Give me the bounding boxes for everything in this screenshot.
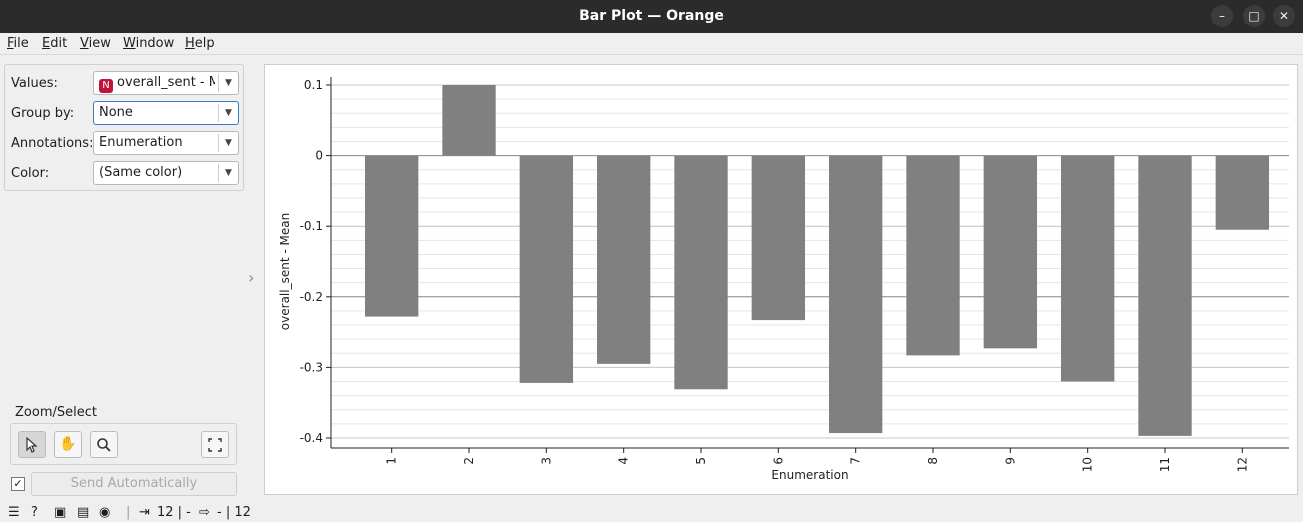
values-combo-value: overall_sent - Mean bbox=[117, 75, 215, 90]
x-tick-label: 12 bbox=[1235, 457, 1249, 472]
collapse-panel-chevron-icon[interactable]: › bbox=[248, 268, 255, 287]
hand-icon: ✋ bbox=[59, 436, 77, 452]
x-tick-label: 4 bbox=[617, 457, 631, 465]
input-icon: ⇥ bbox=[139, 505, 150, 520]
color-combo[interactable]: (Same color) ▼ bbox=[93, 161, 239, 185]
x-tick-label: 5 bbox=[694, 457, 708, 465]
menu-bar: File Edit View Window Help bbox=[0, 33, 1303, 55]
menu-view[interactable]: View bbox=[80, 36, 111, 51]
output-count: - | 12 bbox=[217, 505, 251, 520]
chevron-down-icon: ▼ bbox=[218, 104, 238, 122]
chevron-down-icon: ▼ bbox=[218, 164, 238, 182]
annotations-combo-value: Enumeration bbox=[99, 135, 183, 150]
color-combo-value: (Same color) bbox=[99, 165, 183, 180]
x-tick-label: 9 bbox=[1003, 457, 1017, 465]
chevron-down-icon: ▼ bbox=[218, 134, 238, 152]
annotations-combo[interactable]: Enumeration ▼ bbox=[93, 131, 239, 155]
bar[interactable] bbox=[1215, 155, 1270, 230]
pan-tool-button[interactable]: ✋ bbox=[54, 431, 82, 458]
annotations-label: Annotations: bbox=[11, 136, 94, 151]
send-automatically-button[interactable]: Send Automatically bbox=[31, 472, 237, 496]
minimize-button[interactable]: – bbox=[1211, 5, 1233, 27]
menu-help[interactable]: Help bbox=[185, 36, 215, 51]
y-tick-label: 0.1 bbox=[304, 78, 323, 92]
hamburger-menu-icon[interactable]: ☰ bbox=[8, 505, 20, 520]
x-axis-label: Enumeration bbox=[771, 468, 848, 482]
input-count: 12 | - bbox=[157, 505, 191, 520]
y-tick-label: -0.1 bbox=[300, 219, 323, 233]
fit-view-icon bbox=[208, 438, 222, 452]
groupby-label: Group by: bbox=[11, 106, 75, 121]
y-tick-label: -0.3 bbox=[300, 360, 323, 374]
save-icon[interactable]: ▣ bbox=[54, 505, 67, 520]
window-title: Bar Plot — Orange bbox=[579, 8, 724, 24]
pointer-icon bbox=[26, 436, 38, 453]
reset-zoom-button[interactable] bbox=[201, 431, 229, 458]
bar[interactable] bbox=[442, 85, 496, 156]
bar-chart[interactable]: 0.10-0.1-0.2-0.3-0.41 2 3 4 5 6 7 8 9 10 11 12Enume… bbox=[265, 65, 1297, 494]
maximize-icon: □ bbox=[1248, 9, 1260, 23]
x-tick-label: 3 bbox=[539, 457, 553, 465]
x-tick-label: 8 bbox=[926, 457, 940, 465]
send-automatically-checkbox[interactable]: ✓ bbox=[11, 477, 25, 491]
bar[interactable] bbox=[983, 155, 1038, 349]
y-tick-label: 0 bbox=[315, 149, 323, 163]
values-label: Values: bbox=[11, 76, 58, 91]
bar[interactable] bbox=[829, 155, 883, 434]
color-label: Color: bbox=[11, 166, 50, 181]
x-tick-label: 11 bbox=[1158, 457, 1172, 472]
numeric-variable-icon: N bbox=[99, 79, 113, 93]
groupby-combo[interactable]: None ▼ bbox=[93, 101, 239, 125]
status-divider: | bbox=[126, 505, 131, 520]
bar[interactable] bbox=[674, 155, 728, 390]
groupby-combo-value: None bbox=[99, 105, 133, 120]
title-bar: Bar Plot — Orange – □ ✕ bbox=[0, 0, 1303, 33]
close-icon: ✕ bbox=[1278, 9, 1290, 23]
x-tick-label: 6 bbox=[771, 457, 785, 465]
bar[interactable] bbox=[1138, 155, 1192, 436]
x-tick-label: 10 bbox=[1081, 457, 1095, 472]
zoom-select-toolbar: ✋ bbox=[10, 423, 237, 465]
bar[interactable] bbox=[906, 155, 960, 356]
bar[interactable] bbox=[751, 155, 806, 321]
chevron-down-icon: ▼ bbox=[218, 74, 238, 92]
y-tick-label: -0.4 bbox=[300, 431, 323, 445]
zoom-tool-button[interactable] bbox=[90, 431, 118, 458]
close-button[interactable]: ✕ bbox=[1273, 5, 1295, 27]
output-icon: ⇨ bbox=[199, 505, 210, 520]
zoom-select-title: Zoom/Select bbox=[15, 405, 97, 420]
bar[interactable] bbox=[597, 155, 651, 364]
menu-file[interactable]: File bbox=[7, 36, 29, 51]
bar[interactable] bbox=[519, 155, 574, 383]
report-icon[interactable]: ▤ bbox=[77, 505, 90, 520]
x-tick-label: 2 bbox=[462, 457, 476, 465]
plot-area: 0.1 0 -0.1 -0.2 -0.3 -0.4 1 2 3 4 5 6 7 8 9 10 11 12 Enume… bbox=[264, 64, 1298, 495]
bar[interactable] bbox=[365, 155, 419, 317]
x-tick-label: 7 bbox=[849, 457, 863, 465]
y-tick-label: -0.2 bbox=[300, 290, 323, 304]
visual-settings-icon[interactable]: ◉ bbox=[99, 505, 111, 520]
status-bar: ☰ ? ▣ ▤ ◉ | ⇥ 12 | - ⇨ - | 12 bbox=[0, 504, 1303, 522]
menu-edit[interactable]: Edit bbox=[42, 36, 68, 51]
x-tick-label: 1 bbox=[385, 457, 399, 465]
search-icon bbox=[97, 438, 111, 452]
bar[interactable] bbox=[1061, 155, 1115, 382]
help-icon[interactable]: ? bbox=[31, 505, 38, 520]
menu-window[interactable]: Window bbox=[123, 36, 175, 51]
select-tool-button[interactable] bbox=[18, 431, 46, 458]
minimize-icon: – bbox=[1219, 9, 1225, 23]
maximize-button[interactable]: □ bbox=[1243, 5, 1265, 27]
y-axis-label: overall_sent - Mean bbox=[278, 213, 292, 330]
